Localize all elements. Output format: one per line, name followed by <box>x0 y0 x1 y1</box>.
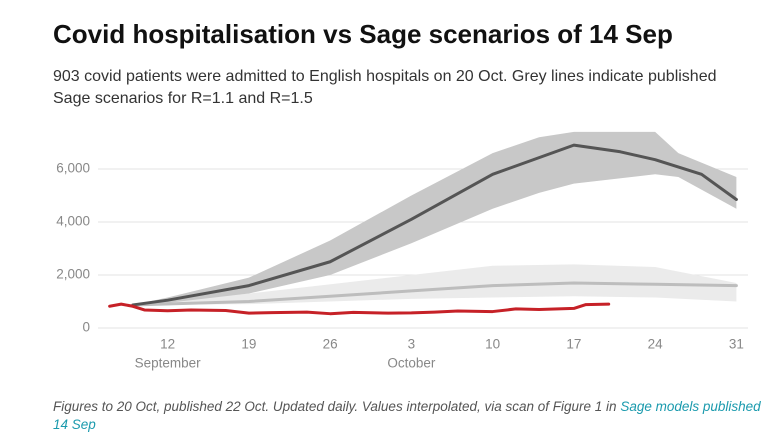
y-tick-label: 2,000 <box>56 267 90 282</box>
series-line <box>131 281 738 307</box>
x-tick-label: 31 <box>729 337 744 352</box>
month-label: October <box>387 356 436 371</box>
x-tick-label: 19 <box>241 337 256 352</box>
x-tick-label: 17 <box>566 337 581 352</box>
footnote: Figures to 20 Oct, published 22 Oct. Upd… <box>53 398 778 434</box>
x-tick-label: 12 <box>160 337 175 352</box>
x-tick-label: 10 <box>485 337 500 352</box>
scenario-band <box>132 264 737 305</box>
chart: 0 2,000 4,000 6,000 12 19 26 3 10 17 24 31 September… <box>56 131 748 371</box>
y-tick-label: 4,000 <box>56 214 90 229</box>
series-line <box>108 302 611 316</box>
y-tick-label: 6,000 <box>56 161 90 176</box>
x-tick-label: 3 <box>408 337 416 352</box>
month-label: September <box>135 356 202 371</box>
y-tick-label: 0 <box>82 320 90 335</box>
x-tick-label: 26 <box>323 337 338 352</box>
source-link[interactable]: Sage models published 14 Sep <box>53 399 761 432</box>
chart-title: Covid hospitalisation vs Sage scenarios … <box>53 19 673 49</box>
x-tick-label: 24 <box>648 337 664 352</box>
footnote-text: Figures to 20 Oct, published 22 Oct. Upd… <box>53 399 617 414</box>
scenario-band <box>132 131 737 305</box>
series-line <box>131 143 738 307</box>
chart-subtitle: 903 covid patients were admitted to Engl… <box>53 68 717 107</box>
